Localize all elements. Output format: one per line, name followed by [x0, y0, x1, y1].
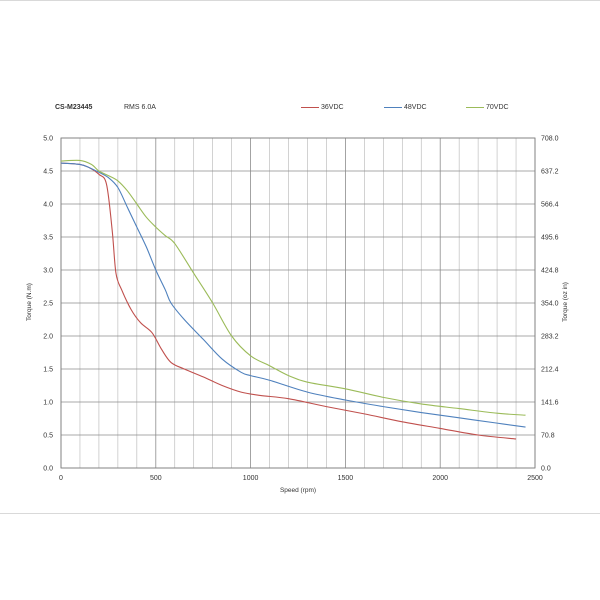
- y-left-tick-label: 5.0: [43, 136, 53, 143]
- x-tick-label: 1500: [338, 475, 354, 482]
- series-layer: [60, 159, 526, 440]
- x-axis-title: Speed (rpm): [280, 487, 316, 494]
- legend-item-48vdc: 48VDC: [384, 104, 427, 111]
- plot-area-border: [60, 137, 536, 469]
- legend-item-70vdc: 70VDC: [466, 104, 509, 111]
- y-right-tick-label: 0.0: [541, 466, 551, 473]
- y-left-tick-label: 4.5: [43, 169, 53, 176]
- x-tick-label: 500: [150, 475, 162, 482]
- legend-label-70vdc: 70VDC: [486, 104, 509, 111]
- y-left-tick-label: 3.0: [43, 268, 53, 275]
- x-tick-label: 2000: [432, 475, 448, 482]
- y-left-tick-label: 4.0: [43, 202, 53, 209]
- y-right-tick-label: 708.0: [541, 136, 559, 143]
- legend-label-48vdc: 48VDC: [404, 104, 427, 111]
- top-border: [0, 0, 600, 1]
- rms-label: RMS 6.0A: [124, 104, 156, 111]
- legend-swatch-70vdc: [466, 107, 484, 108]
- y-right-tick-label: 424.8: [541, 268, 559, 275]
- legend-label-36vdc: 36VDC: [321, 104, 344, 111]
- y-left-tick-label: 3.5: [43, 235, 53, 242]
- y-left-tick-label: 0.0: [43, 466, 53, 473]
- y-right-tick-label: 212.4: [541, 367, 559, 374]
- model-label: CS-M23445: [55, 104, 93, 111]
- grid-layer: [60, 137, 536, 469]
- y-right-tick-label: 141.6: [541, 400, 559, 407]
- y-left-tick-label: 2.0: [43, 334, 53, 341]
- y-axis-left-title: Torque (N.m): [26, 283, 33, 321]
- y-right-tick-label: 283.2: [541, 334, 559, 341]
- y-right-tick-label: 70.8: [541, 433, 555, 440]
- series-line-48vdc: [60, 162, 526, 428]
- y-left-tick-label: 1.5: [43, 367, 53, 374]
- y-right-tick-label: 566.4: [541, 202, 559, 209]
- y-left-tick-label: 0.5: [43, 433, 53, 440]
- x-tick-label: 2500: [527, 475, 543, 482]
- tick-layer: 0 500 1000 1500 2000 2500 0.0 0.0 0.5 70.8 1.0 141.…: [43, 136, 558, 483]
- y-right-tick-label: 637.2: [541, 169, 559, 176]
- series-line-36vdc: [60, 162, 517, 440]
- y-axis-right-title: Torque (oz in): [562, 282, 569, 322]
- bottom-border: [0, 513, 600, 514]
- y-left-tick-label: 2.5: [43, 301, 53, 308]
- series-line-70vdc: [60, 159, 526, 416]
- x-tick-label: 1000: [243, 475, 259, 482]
- legend-swatch-48vdc: [384, 107, 402, 108]
- x-tick-label: 0: [59, 475, 63, 482]
- legend-swatch-36vdc: [301, 107, 319, 108]
- legend-item-36vdc: 36VDC: [301, 104, 344, 111]
- y-left-tick-label: 1.0: [43, 400, 53, 407]
- y-right-tick-label: 495.6: [541, 235, 559, 242]
- y-right-tick-label: 354.0: [541, 301, 559, 308]
